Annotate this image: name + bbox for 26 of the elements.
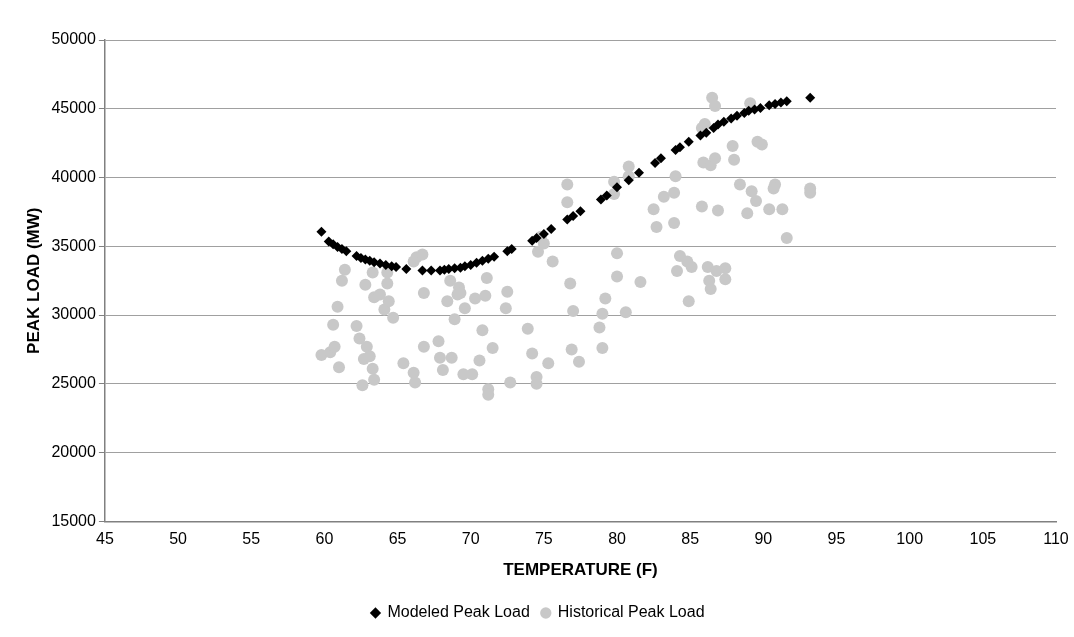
x-tick-label: 70	[461, 530, 480, 548]
x-tick-label: 110	[1043, 530, 1069, 548]
x-tick-label: 85	[681, 530, 700, 548]
x-tick-label: 105	[969, 530, 997, 548]
x-tick-label: 45	[95, 530, 114, 548]
x-tick-label: 55	[242, 530, 261, 548]
x-tick-label: 80	[608, 530, 627, 548]
x-tick-label: 65	[388, 530, 407, 548]
x-axis-title: TEMPERATURE (F)	[503, 560, 658, 580]
y-tick-label: 25000	[51, 374, 96, 392]
x-tick-label: 100	[896, 530, 924, 548]
y-tick-label: 40000	[51, 167, 96, 185]
x-tick-label: 75	[534, 530, 553, 548]
x-tick-label: 60	[315, 530, 334, 548]
x-tick-label: 50	[169, 530, 188, 548]
y-tick-label: 30000	[51, 305, 96, 323]
y-tick-label: 50000	[51, 30, 96, 48]
y-tick-label: 20000	[51, 443, 96, 461]
y-tick-label: 15000	[51, 511, 96, 529]
legend-label: Historical Peak Load	[557, 603, 705, 621]
x-tick-label: 95	[827, 530, 846, 548]
y-axis-title: PEAK LOAD (MW)	[23, 207, 43, 354]
x-tick-label: 90	[754, 530, 773, 548]
y-tick-label: 35000	[51, 236, 96, 254]
legend-label: Modeled Peak Load	[387, 603, 530, 621]
y-tick-label: 45000	[51, 99, 96, 117]
